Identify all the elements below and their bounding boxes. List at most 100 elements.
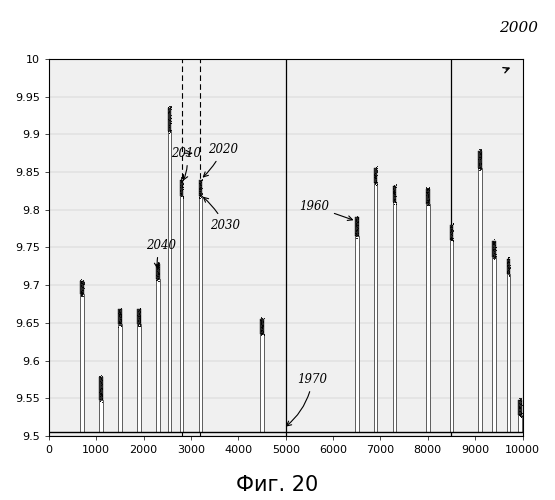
Point [446, 234, 455, 242]
Point [165, 121, 174, 129]
Point [448, 226, 457, 234]
Point [505, 265, 514, 273]
Point [447, 224, 456, 232]
Point [354, 218, 362, 226]
Point [177, 176, 186, 184]
Point [259, 330, 268, 338]
Point [515, 394, 524, 402]
Point [391, 183, 400, 191]
Point [136, 304, 145, 312]
Point [197, 178, 206, 186]
Point [514, 407, 523, 415]
Point [391, 198, 400, 205]
Point [391, 198, 400, 205]
Point [196, 194, 205, 202]
Point [154, 262, 163, 270]
Point [504, 258, 513, 266]
Point [166, 114, 175, 122]
Point [164, 114, 173, 122]
Point [423, 196, 432, 204]
Point [516, 395, 525, 403]
Point [95, 396, 104, 404]
Point [98, 395, 107, 403]
Point [504, 266, 513, 274]
Point [504, 268, 513, 276]
Point [116, 312, 125, 320]
Point [175, 176, 184, 184]
Point [352, 222, 361, 230]
Point [446, 226, 455, 234]
Point [490, 236, 498, 244]
Point [165, 102, 174, 110]
Point [95, 395, 104, 403]
Point [196, 185, 205, 193]
Point [136, 312, 145, 320]
Point [391, 195, 400, 203]
Point [195, 184, 204, 192]
Point [354, 213, 362, 221]
Point [135, 318, 144, 326]
Point [98, 394, 107, 402]
Point [477, 146, 486, 154]
Point [517, 400, 526, 408]
Point [115, 308, 124, 316]
Point [448, 235, 457, 243]
Point [352, 221, 361, 229]
Point [422, 184, 431, 192]
Point [196, 193, 205, 201]
Point [516, 412, 524, 420]
Point [489, 246, 498, 254]
Point [490, 254, 499, 262]
Point [176, 174, 185, 182]
Point [475, 164, 483, 172]
Point [154, 262, 163, 270]
Point [115, 310, 124, 318]
Bar [507, 259, 510, 274]
Point [97, 391, 106, 399]
Point [371, 168, 380, 176]
Point [196, 191, 205, 199]
Point [256, 328, 265, 336]
Point [115, 310, 124, 318]
Point [115, 305, 124, 313]
Bar [450, 225, 453, 240]
Text: 1970: 1970 [286, 373, 327, 426]
Point [503, 258, 512, 266]
Point [96, 386, 105, 394]
Point [195, 194, 204, 202]
Point [117, 316, 125, 324]
Point [370, 170, 379, 178]
Point [96, 390, 105, 398]
Point [515, 402, 524, 410]
Point [504, 268, 513, 276]
Point [423, 192, 432, 200]
Point [491, 246, 500, 254]
Point [352, 220, 361, 228]
Point [446, 230, 455, 238]
Point [154, 277, 163, 285]
Point [354, 214, 362, 222]
Point [77, 290, 86, 298]
Point [490, 252, 499, 260]
Point [447, 232, 456, 239]
Point [195, 190, 204, 198]
Point [134, 322, 143, 330]
Point [154, 261, 163, 269]
Point [477, 146, 486, 154]
Point [476, 166, 485, 173]
Point [504, 264, 513, 272]
Point [354, 231, 362, 239]
Point [256, 318, 265, 326]
Point [97, 372, 106, 380]
Point [259, 318, 268, 326]
Point [97, 379, 105, 387]
Point [164, 128, 173, 136]
Point [79, 280, 88, 288]
Point [351, 228, 360, 236]
Point [490, 239, 498, 247]
Point [474, 148, 483, 156]
Point [98, 392, 107, 400]
Point [505, 263, 514, 271]
Point [488, 254, 497, 262]
Point [391, 192, 400, 200]
